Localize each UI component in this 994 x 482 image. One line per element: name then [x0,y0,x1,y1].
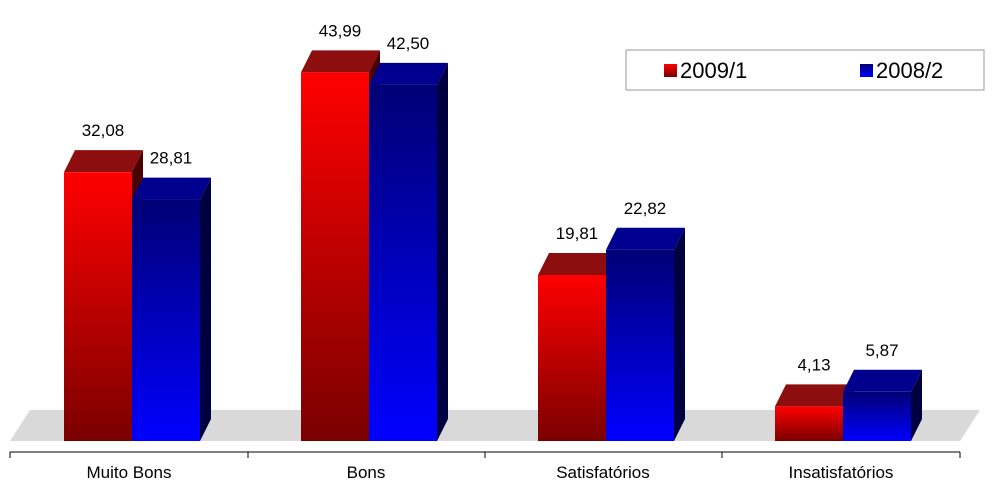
legend-label-2008-2: 2008/2 [876,58,943,83]
bar-top [301,50,380,73]
legend-box [625,49,985,91]
bar [843,391,911,441]
bar-side [674,227,685,441]
bar-top [132,177,211,200]
bars-group [64,50,922,441]
bar-top [64,150,143,173]
data-label: 4,13 [797,355,830,374]
bar [64,172,132,441]
bar [301,72,369,441]
bar-side [911,369,922,441]
value-labels-group: 32,08 28,81 43,99 42,50 19,81 22,82 4,13 5,87 [82,21,899,374]
bar-top [843,369,922,392]
bar [132,199,200,441]
category-label: Muito Bons [86,463,171,482]
data-label: 32,08 [82,121,125,140]
category-label: Bons [347,463,386,482]
bar-side [200,177,211,441]
legend-swatch-2008-2 [860,64,873,77]
chart-floor [10,410,980,441]
legend-label-2009-1: 2009/1 [680,58,747,83]
data-label: 28,81 [150,149,193,168]
bar-top [606,227,685,250]
data-label: 5,87 [865,341,898,360]
legend-swatch-2009-1 [664,64,677,77]
category-label: Satisfatórios [556,463,650,482]
category-label: Insatisfatórios [789,463,894,482]
bar [775,406,843,441]
bar-top [775,384,854,407]
data-label: 43,99 [319,21,362,40]
bar-side [437,62,448,441]
bar [369,84,437,441]
category-labels-group: Muito Bons Bons Satisfatórios Insatisfatóri… [86,463,893,482]
legend: 2009/1 2008/2 [625,49,985,91]
data-label: 42,50 [387,34,430,53]
data-label: 22,82 [624,199,667,218]
bar [606,249,674,441]
bar [538,274,606,441]
bar-top [538,252,617,275]
data-label: 19,81 [556,224,599,243]
bar-top [369,62,448,85]
